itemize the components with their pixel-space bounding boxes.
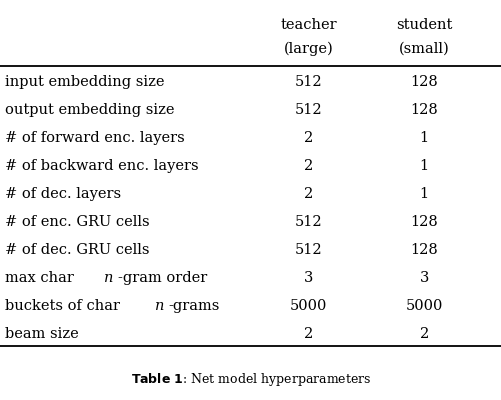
Text: student: student <box>395 18 451 32</box>
Text: (large): (large) <box>283 42 333 56</box>
Text: 2: 2 <box>304 327 313 341</box>
Text: # of dec. layers: # of dec. layers <box>5 187 121 201</box>
Text: # of enc. GRU cells: # of enc. GRU cells <box>5 215 149 229</box>
Text: # of forward enc. layers: # of forward enc. layers <box>5 131 184 145</box>
Text: beam size: beam size <box>5 327 79 341</box>
Text: 128: 128 <box>409 243 437 257</box>
Text: 512: 512 <box>294 103 322 117</box>
Text: 1: 1 <box>419 159 428 173</box>
Text: -gram order: -gram order <box>118 271 207 285</box>
Text: 2: 2 <box>304 187 313 201</box>
Text: n: n <box>154 299 164 313</box>
Text: 3: 3 <box>304 271 313 285</box>
Text: input embedding size: input embedding size <box>5 75 164 89</box>
Text: 2: 2 <box>304 131 313 145</box>
Text: 2: 2 <box>419 327 428 341</box>
Text: $\mathbf{Table\ 1}$: Net model hyperparameters: $\mathbf{Table\ 1}$: Net model hyperpara… <box>130 371 371 388</box>
Text: 5000: 5000 <box>405 299 442 313</box>
Text: 128: 128 <box>409 215 437 229</box>
Text: 3: 3 <box>419 271 428 285</box>
Text: teacher: teacher <box>280 18 336 32</box>
Text: -grams: -grams <box>168 299 219 313</box>
Text: 128: 128 <box>409 75 437 89</box>
Text: max char: max char <box>5 271 78 285</box>
Text: # of backward enc. layers: # of backward enc. layers <box>5 159 198 173</box>
Text: 1: 1 <box>419 131 428 145</box>
Text: 512: 512 <box>294 243 322 257</box>
Text: output embedding size: output embedding size <box>5 103 174 117</box>
Text: buckets of char: buckets of char <box>5 299 124 313</box>
Text: n: n <box>104 271 114 285</box>
Text: 128: 128 <box>409 103 437 117</box>
Text: 5000: 5000 <box>290 299 327 313</box>
Text: # of dec. GRU cells: # of dec. GRU cells <box>5 243 149 257</box>
Text: 512: 512 <box>294 75 322 89</box>
Text: 512: 512 <box>294 215 322 229</box>
Text: (small): (small) <box>398 42 449 56</box>
Text: 1: 1 <box>419 187 428 201</box>
Text: 2: 2 <box>304 159 313 173</box>
